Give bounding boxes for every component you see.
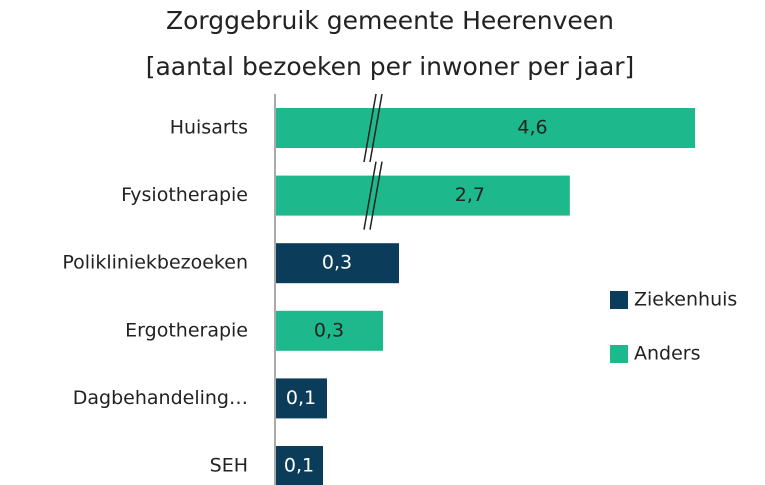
legend-swatch xyxy=(610,291,628,309)
category-label: Polikliniekbezoeken xyxy=(62,252,248,274)
bar xyxy=(276,310,383,351)
category-label: Fysiotherapie xyxy=(121,184,248,206)
axis-break xyxy=(369,161,383,230)
legend-swatch xyxy=(610,345,628,363)
category-label: Ergotherapie xyxy=(125,319,248,341)
chart-subtitle: [aantal bezoeken per inwoner per jaar] xyxy=(146,52,635,81)
legend-label: Anders xyxy=(634,343,701,365)
value-label: 4,6 xyxy=(517,117,547,139)
axis-break xyxy=(369,93,383,163)
legend-label: Ziekenhuis xyxy=(634,289,737,311)
value-label: 0,1 xyxy=(284,455,314,477)
category-label: Dagbehandeling… xyxy=(73,387,248,409)
value-label: 0,3 xyxy=(314,319,344,341)
bar xyxy=(276,175,570,216)
bar xyxy=(276,108,695,148)
category-label: SEH xyxy=(210,455,248,477)
category-label: Huisarts xyxy=(170,117,248,139)
bar xyxy=(276,378,327,419)
bar xyxy=(276,446,323,485)
value-label: 0,1 xyxy=(286,387,316,409)
axis-break xyxy=(363,93,377,163)
value-label: 0,3 xyxy=(322,252,352,274)
value-label: 2,7 xyxy=(455,184,485,206)
bar xyxy=(276,243,399,284)
chart-title: Zorggebruik gemeente Heerenveen xyxy=(166,6,614,35)
axis-break xyxy=(363,161,377,230)
